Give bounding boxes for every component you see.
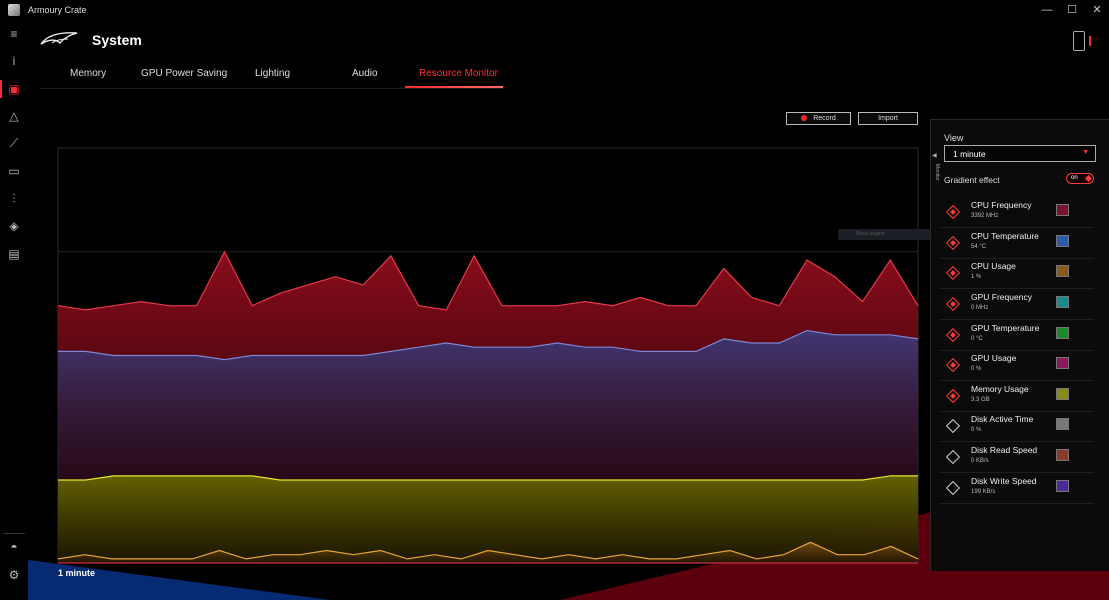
series-area-1 bbox=[58, 330, 918, 563]
color-swatch[interactable] bbox=[1056, 327, 1069, 339]
collapse-arrow-icon: ◀ bbox=[932, 153, 937, 159]
view-label: View bbox=[944, 133, 964, 143]
record-dot-icon bbox=[801, 115, 808, 121]
gradient-effect-toggle[interactable]: on bbox=[1066, 173, 1094, 184]
page-title: System bbox=[92, 32, 142, 48]
panel-collapse-tab[interactable]: ◀ Monitor bbox=[932, 148, 942, 198]
close-button[interactable]: ✕ bbox=[1092, 4, 1102, 16]
color-swatch[interactable] bbox=[1056, 235, 1069, 247]
color-swatch[interactable] bbox=[1056, 296, 1069, 308]
metric-checkbox[interactable] bbox=[945, 357, 961, 373]
active-tab-indicator bbox=[405, 86, 503, 88]
series-area-3 bbox=[58, 542, 918, 563]
gamevisual-icon[interactable]: ▭ bbox=[8, 164, 20, 178]
phone-icon[interactable] bbox=[1073, 31, 1091, 51]
series-line-0 bbox=[57, 250, 919, 311]
chart-areas bbox=[58, 251, 918, 564]
color-swatch[interactable] bbox=[1056, 449, 1069, 461]
chart-frame bbox=[57, 147, 919, 564]
app-icon bbox=[8, 4, 20, 16]
window-title: Armoury Crate bbox=[28, 5, 87, 15]
metric-disk-read-speed[interactable]: Disk Read Speed 0 KB/s bbox=[940, 443, 1094, 473]
window-controls: — ☐ ✕ bbox=[1034, 0, 1109, 20]
import-button[interactable]: Import bbox=[858, 112, 918, 125]
view-dropdown[interactable]: 1 minute ▼ bbox=[944, 145, 1096, 162]
record-button[interactable]: Record bbox=[786, 112, 851, 125]
chart-time-label: 1 minute bbox=[58, 568, 96, 578]
metric-checkbox[interactable] bbox=[945, 327, 961, 343]
tab-resource-monitor[interactable]: Resource Monitor bbox=[419, 68, 498, 79]
tab-gpu-power-saving[interactable]: GPU Power Saving bbox=[141, 68, 228, 79]
aura-icon[interactable]: △ bbox=[9, 109, 19, 123]
tab-bar: Memory GPU Power Saving Lighting Audio R… bbox=[40, 68, 503, 90]
monitor-settings-panel bbox=[930, 119, 1109, 571]
series-area-2 bbox=[58, 475, 918, 563]
metric-cpu-frequency[interactable]: CPU Frequency 3392 MHz bbox=[940, 198, 1094, 228]
chart-gridlines bbox=[57, 147, 919, 564]
left-nav-rail: ≡ i ▣ △ ⟋ ▭ ⫶ ◈ ▤ ◓ ⚙ bbox=[0, 20, 28, 600]
color-swatch[interactable] bbox=[1056, 204, 1069, 216]
metric-cpu-usage[interactable]: CPU Usage 1 % bbox=[940, 259, 1094, 289]
rail-divider bbox=[3, 533, 25, 534]
color-swatch[interactable] bbox=[1056, 357, 1069, 369]
color-swatch[interactable] bbox=[1056, 265, 1069, 277]
series-line-2 bbox=[58, 475, 918, 481]
metric-memory-usage[interactable]: Memory Usage 3.3 GB bbox=[940, 382, 1094, 412]
device-icon[interactable]: ▣ bbox=[0, 77, 28, 101]
metric-checkbox[interactable] bbox=[945, 265, 961, 281]
metric-checkbox[interactable] bbox=[945, 296, 961, 312]
chart-lines bbox=[57, 250, 919, 560]
tuning-icon[interactable]: ⫶ bbox=[12, 191, 16, 206]
metric-gpu-temperature[interactable]: GPU Temperature 0 °C bbox=[940, 321, 1094, 351]
tag-icon[interactable]: ◈ bbox=[9, 219, 19, 233]
gradient-effect-label: Gradient effect bbox=[944, 175, 1000, 185]
metric-disk-active-time[interactable]: Disk Active Time 0 % bbox=[940, 412, 1094, 442]
metric-checkbox[interactable] bbox=[945, 235, 961, 251]
decor-blue-streak bbox=[28, 560, 330, 600]
metric-checkbox[interactable] bbox=[945, 204, 961, 220]
minimize-button[interactable]: — bbox=[1041, 4, 1053, 16]
metric-gpu-frequency[interactable]: GPU Frequency 0 MHz bbox=[940, 290, 1094, 320]
chevron-down-icon: ▼ bbox=[1082, 149, 1089, 156]
metric-checkbox[interactable] bbox=[945, 449, 961, 465]
metric-gpu-usage[interactable]: GPU Usage 0 % bbox=[940, 351, 1094, 381]
info-icon[interactable]: i bbox=[12, 54, 16, 68]
collapse-label: Monitor bbox=[934, 164, 940, 181]
tab-memory[interactable]: Memory bbox=[70, 68, 107, 79]
series-line-3 bbox=[57, 541, 919, 560]
scenario-icon[interactable]: ⟋ bbox=[9, 135, 19, 150]
color-swatch[interactable] bbox=[1056, 388, 1069, 400]
news-icon[interactable]: ▤ bbox=[8, 247, 20, 261]
view-dropdown-value: 1 minute bbox=[953, 149, 986, 159]
series-area-0 bbox=[58, 251, 918, 564]
rog-logo bbox=[40, 32, 78, 45]
metric-checkbox[interactable] bbox=[945, 480, 961, 496]
metric-checkbox[interactable] bbox=[945, 388, 961, 404]
user-icon[interactable]: ◓ bbox=[10, 540, 18, 554]
color-swatch[interactable] bbox=[1056, 480, 1069, 492]
tab-lighting[interactable]: Lighting bbox=[255, 68, 291, 79]
maximize-button[interactable]: ☐ bbox=[1067, 4, 1077, 16]
tab-audio[interactable]: Audio bbox=[352, 68, 378, 79]
metric-checkbox[interactable] bbox=[945, 418, 961, 434]
menu-icon[interactable]: ≡ bbox=[10, 27, 18, 41]
title-bar: Armoury Crate — ☐ ✕ bbox=[0, 0, 1109, 20]
metric-disk-write-speed[interactable]: Disk Write Speed 199 KB/s bbox=[940, 474, 1094, 504]
color-swatch[interactable] bbox=[1056, 418, 1069, 430]
series-line-1 bbox=[58, 329, 919, 361]
metric-cpu-temperature[interactable]: CPU Temperature 54 °C bbox=[940, 229, 1094, 259]
hover-tooltip: Block engine bbox=[838, 229, 930, 240]
settings-icon[interactable]: ⚙ bbox=[8, 568, 20, 582]
tabs-divider bbox=[40, 88, 503, 89]
toggle-knob bbox=[1084, 174, 1093, 183]
